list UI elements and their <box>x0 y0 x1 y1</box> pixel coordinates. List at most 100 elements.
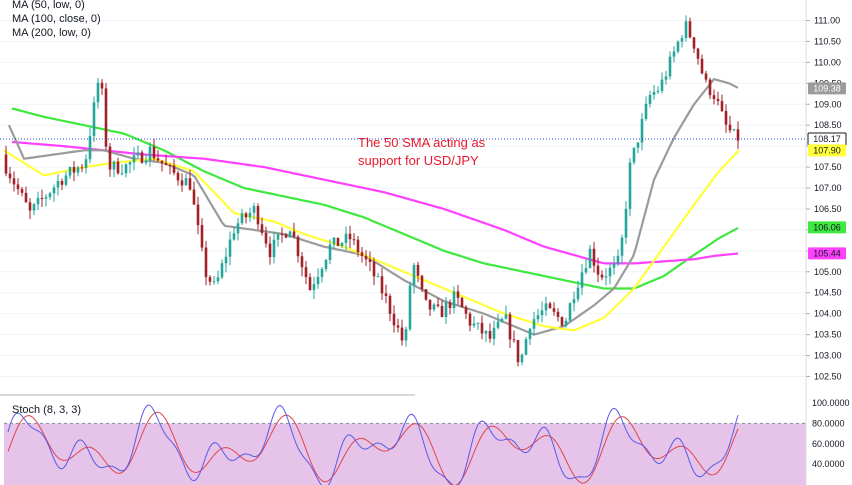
candle-up <box>544 303 548 311</box>
stoch-tick-label: 80.0000 <box>812 418 845 428</box>
candle-up <box>492 327 496 339</box>
candle-down <box>204 247 208 278</box>
candle-up <box>84 159 88 169</box>
y-tick-label: 109.00 <box>814 99 842 109</box>
stochastic-pane <box>4 404 806 485</box>
candle-down <box>308 277 312 291</box>
candle-up <box>64 175 68 185</box>
stoch-k-line <box>7 404 739 485</box>
candle-up <box>92 102 96 137</box>
candle-up <box>504 314 508 319</box>
candle-down <box>560 316 564 326</box>
candle-down <box>188 178 192 190</box>
candle-down <box>196 204 200 226</box>
candle-down <box>368 259 372 262</box>
candle-up <box>640 118 644 143</box>
candle-down <box>284 234 288 238</box>
candle-down <box>108 146 112 170</box>
candle-down <box>256 206 260 225</box>
candle-down <box>508 314 512 340</box>
stoch-axis: 100.0000 80.0000 60.0000 40.0000 <box>812 398 850 469</box>
candle-up <box>576 287 580 300</box>
candle-up <box>568 303 572 321</box>
candle-down <box>24 192 28 203</box>
y-tick-label: 107.00 <box>814 183 842 193</box>
indicator-label-ma50[interactable]: MA (50, low, 0) <box>12 0 85 11</box>
candle-down <box>348 233 352 240</box>
candle-up <box>644 103 648 119</box>
candle-up <box>612 263 616 268</box>
candle-down <box>268 243 272 258</box>
indicator-label-stoch[interactable]: Stoch (8, 3, 3) <box>12 404 81 416</box>
y-tick-label: 104.00 <box>814 309 842 319</box>
candle-down <box>164 163 168 166</box>
candle-down <box>480 322 484 334</box>
candle-up <box>584 268 588 273</box>
candle-down <box>172 165 176 173</box>
candle-down <box>372 261 376 277</box>
candle-up <box>148 146 152 161</box>
candle-up <box>344 233 348 243</box>
stoch-band <box>4 423 806 485</box>
candle-up <box>252 206 256 213</box>
candle-up <box>536 315 540 320</box>
candle-up <box>628 162 632 209</box>
candle-down <box>736 129 740 141</box>
candle-down <box>688 21 692 38</box>
candle-up <box>288 231 292 238</box>
candle-up <box>76 167 80 173</box>
candle-up <box>212 281 216 283</box>
candle-up <box>680 38 684 42</box>
candle-up <box>408 285 412 330</box>
ma-green-line <box>11 107 739 290</box>
indicator-label-ma200[interactable]: MA (200, low, 0) <box>12 27 91 39</box>
candle-down <box>468 313 472 326</box>
candle-up <box>672 51 676 57</box>
candle-up <box>120 173 124 175</box>
candle-down <box>360 252 364 256</box>
candle-down <box>592 248 596 266</box>
candle-up <box>444 302 448 318</box>
candle-down <box>28 202 32 211</box>
y-tick-label: 110.50 <box>814 36 841 46</box>
candle-down <box>160 160 164 164</box>
candle-up <box>96 82 100 103</box>
candle-up <box>496 321 500 328</box>
y-tick-label: 103.50 <box>814 330 842 340</box>
candle-down <box>208 277 212 282</box>
candle-up <box>136 152 140 156</box>
candles <box>4 15 740 367</box>
price-badge-label: 106.06 <box>813 222 841 232</box>
candle-down <box>364 255 368 260</box>
candle-up <box>316 276 320 285</box>
candle-up <box>524 339 528 355</box>
y-tick-label: 104.50 <box>814 288 842 298</box>
candle-up <box>124 164 128 174</box>
candle-down <box>176 172 180 181</box>
candle-down <box>516 340 520 363</box>
candle-up <box>132 155 136 163</box>
candle-up <box>312 284 316 291</box>
candle-down <box>264 232 268 244</box>
candle-down <box>696 48 700 59</box>
candle-down <box>700 58 704 74</box>
candle-down <box>280 234 284 236</box>
candle-down <box>388 295 392 314</box>
candle-up <box>572 299 576 304</box>
candle-up <box>608 267 612 277</box>
candle-up <box>616 255 620 264</box>
indicator-label-ma100[interactable]: MA (100, close, 0) <box>12 13 101 25</box>
price-badge-label: 107.90 <box>813 145 841 155</box>
candle-up <box>52 187 56 194</box>
candle-down <box>488 330 492 339</box>
price-badge <box>808 247 846 260</box>
candle-up <box>676 41 680 52</box>
candle-down <box>556 311 560 317</box>
candle-up <box>44 197 48 199</box>
candle-up <box>324 259 328 269</box>
candle-up <box>732 129 736 131</box>
candle-down <box>180 180 184 186</box>
candle-up <box>564 320 568 326</box>
candle-down <box>12 178 16 185</box>
